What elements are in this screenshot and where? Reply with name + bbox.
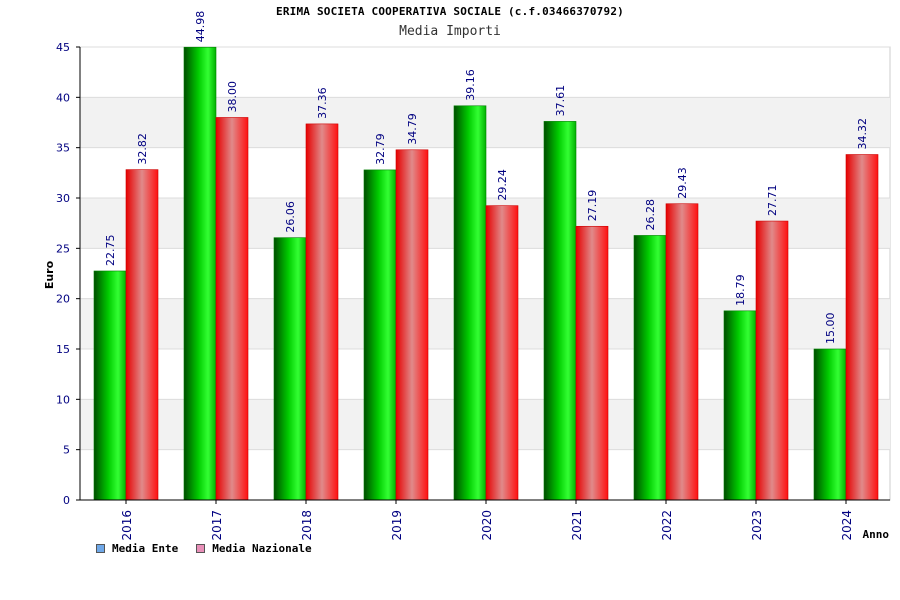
bar-media-nazionale-2023 [755, 220, 789, 501]
x-tick-label: 2021 [570, 510, 584, 541]
y-tick-label: 45 [56, 41, 70, 54]
y-tick-label: 30 [56, 192, 70, 205]
bar-media-ente-2022 [633, 235, 667, 501]
bar-media-nazionale-2024 [845, 154, 879, 501]
y-tick-label: 10 [56, 393, 70, 406]
y-tick-label: 0 [63, 494, 70, 507]
data-label: 37.36 [316, 87, 329, 119]
chart-title: ERIMA SOCIETA COOPERATIVA SOCIALE (c.f.0… [276, 5, 624, 18]
y-tick-label: 5 [63, 444, 70, 457]
y-tick-label: 40 [56, 91, 70, 104]
data-label: 38.00 [226, 81, 239, 113]
data-label: 26.06 [284, 201, 297, 233]
x-tick-label: 2020 [480, 510, 494, 541]
bar-media-nazionale-2020 [485, 205, 519, 501]
legend-swatch [196, 544, 206, 553]
bar-media-ente-2021 [543, 121, 577, 501]
bar-media-ente-2018 [273, 237, 307, 501]
y-axis-label: Euro [43, 260, 56, 289]
x-tick-label: 2024 [840, 510, 854, 541]
data-label: 22.75 [104, 234, 117, 266]
x-tick-label: 2023 [750, 510, 764, 541]
data-label: 29.43 [676, 167, 689, 199]
data-label: 32.82 [136, 133, 149, 165]
data-label: 26.28 [644, 199, 657, 231]
bar-media-ente-2017 [183, 46, 217, 501]
legend-swatch [96, 544, 105, 553]
legend-item-media-nazionale: Media Nazionale [196, 542, 312, 555]
data-label: 37.61 [554, 85, 567, 117]
x-tick-label: 2018 [300, 510, 314, 541]
x-tick-label: 2019 [390, 510, 404, 541]
y-tick-label: 20 [56, 293, 70, 306]
data-label: 32.79 [374, 133, 387, 165]
data-label: 44.98 [194, 11, 207, 43]
bar-media-ente-2024 [813, 348, 847, 501]
legend-item-media-ente: Media Ente [96, 542, 178, 555]
data-label: 27.19 [586, 190, 599, 222]
data-label: 27.71 [766, 185, 779, 217]
bar-media-ente-2020 [453, 105, 487, 501]
bar-media-nazionale-2019 [395, 149, 429, 501]
bar-media-ente-2019 [363, 169, 397, 501]
y-tick-label: 25 [56, 242, 70, 255]
data-label: 18.79 [734, 274, 747, 306]
chart-subtitle: Media Importi [399, 24, 501, 39]
bar-media-ente-2016 [93, 270, 127, 501]
data-label: 15.00 [824, 313, 837, 345]
bar-media-nazionale-2021 [575, 225, 609, 501]
bar-media-ente-2023 [723, 310, 757, 501]
bar-media-nazionale-2016 [125, 169, 159, 501]
x-tick-label: 2022 [660, 510, 674, 541]
data-label: 34.79 [406, 113, 419, 145]
bar-media-nazionale-2018 [305, 123, 339, 501]
x-axis-label: Anno [863, 528, 890, 541]
legend: Media Ente Media Nazionale [96, 542, 312, 555]
legend-label: Media Nazionale [212, 542, 312, 555]
data-label: 29.24 [496, 169, 509, 201]
bar-media-nazionale-2017 [215, 117, 249, 501]
bar-media-nazionale-2022 [665, 203, 699, 501]
y-tick-label: 35 [56, 142, 70, 155]
legend-label: Media Ente [112, 542, 179, 555]
data-label: 39.16 [464, 69, 477, 101]
data-label: 34.32 [856, 118, 869, 150]
x-tick-label: 2016 [120, 510, 134, 541]
x-tick-label: 2017 [210, 510, 224, 541]
y-tick-label: 15 [56, 343, 70, 356]
